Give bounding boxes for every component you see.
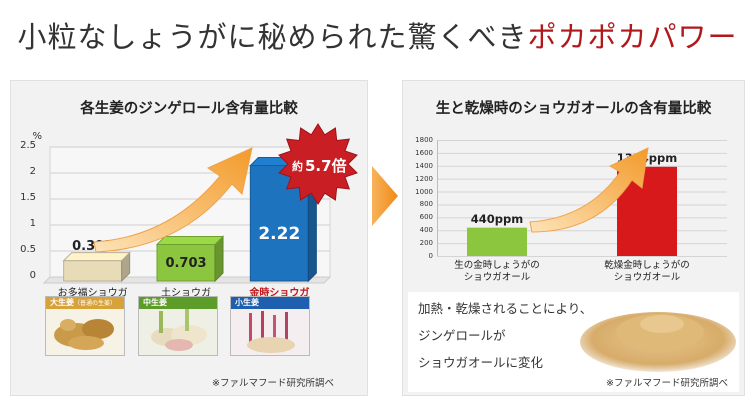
right-ytick-label: 1600 xyxy=(415,148,433,157)
large-ginger-photo: 大生姜（普通の生姜） xyxy=(45,296,125,356)
right-ytick-label: 1000 xyxy=(415,187,433,196)
left-category-label: 金時ショウガ xyxy=(249,288,310,299)
left-value-label: 2.22 xyxy=(258,223,301,244)
left-panel-title: 各生姜のジンゲロール含有量比較 xyxy=(80,101,298,117)
shogaol-bar-chart xyxy=(437,140,727,257)
left-bar xyxy=(62,251,131,283)
headline-accent: ポカポカパワー xyxy=(527,20,738,54)
right-ytick-label: 200 xyxy=(419,239,433,248)
right-source-note: ※ファルマフード研究所調べ xyxy=(606,378,728,389)
ginger-powder-image xyxy=(580,312,736,372)
ratio-starburst-badge: 約 5.7倍 xyxy=(278,123,358,205)
left-bar-top xyxy=(62,252,131,262)
right-category-label: 乾燥金時しょうがの ショウガオール xyxy=(604,260,690,283)
description-line-3: ショウガオールに変化 xyxy=(418,355,544,370)
right-value-label: 440ppm xyxy=(470,211,524,226)
right-ytick-label: 800 xyxy=(419,200,433,209)
left-bar xyxy=(155,235,225,283)
left-category-label: 土ショウガ xyxy=(161,288,211,299)
photo-tag-small: 小生姜 xyxy=(231,297,309,309)
left-category-label: お多福ショウガ xyxy=(57,288,128,299)
left-ytick-label: 0 xyxy=(29,270,36,281)
description-line-2: ジンゲロールが xyxy=(418,328,506,343)
photo-tag-medium: 中生姜 xyxy=(139,297,217,309)
left-ytick-label: 2 xyxy=(29,166,36,177)
right-ytick-label: 1400 xyxy=(415,161,433,170)
badge-prefix: 約 xyxy=(292,159,303,173)
medium-ginger-photo: 中生姜 xyxy=(138,296,218,356)
left-ytick-label: 1.5 xyxy=(20,192,36,203)
right-bar xyxy=(467,227,527,256)
left-ytick-label: 0.5 xyxy=(20,244,36,255)
left-chart-unit: % xyxy=(32,131,42,142)
growth-arrow-icon xyxy=(93,147,253,252)
small-ginger-photo: 小生姜 xyxy=(230,296,310,356)
badge-value: 5.7倍 xyxy=(305,157,347,175)
left-ytick-label: 2.5 xyxy=(20,140,36,151)
right-chart-grid xyxy=(437,140,727,257)
next-arrow-icon xyxy=(372,166,398,226)
right-ytick-label: 600 xyxy=(419,213,433,222)
page-headline: 小粒なしょうがに秘められた驚くべきポカポカパワー xyxy=(0,14,755,56)
right-ytick-label: 400 xyxy=(419,226,433,235)
growth-arrow-icon xyxy=(529,147,649,233)
headline-main: 小粒なしょうがに秘められた驚くべき xyxy=(17,20,528,54)
left-value-label: 0.703 xyxy=(165,256,207,272)
right-category-label: 生の金時しょうがの ショウガオール xyxy=(454,260,540,283)
right-ytick-label: 1800 xyxy=(415,136,433,144)
left-bar-top xyxy=(155,235,225,245)
right-ytick-label: 1200 xyxy=(415,174,433,183)
right-panel-title: 生と乾燥時のショウガオールの含有量比較 xyxy=(435,101,712,117)
photo-tag-large: 大生姜（普通の生姜） xyxy=(46,297,124,309)
left-source-note: ※ファルマフード研究所調べ xyxy=(212,378,334,389)
right-ytick-label: 0 xyxy=(428,252,433,260)
left-ytick-label: 1 xyxy=(29,218,36,229)
left-bar-front xyxy=(63,260,123,282)
description-line-1: 加熱・乾燥されることにより、 xyxy=(418,301,593,316)
